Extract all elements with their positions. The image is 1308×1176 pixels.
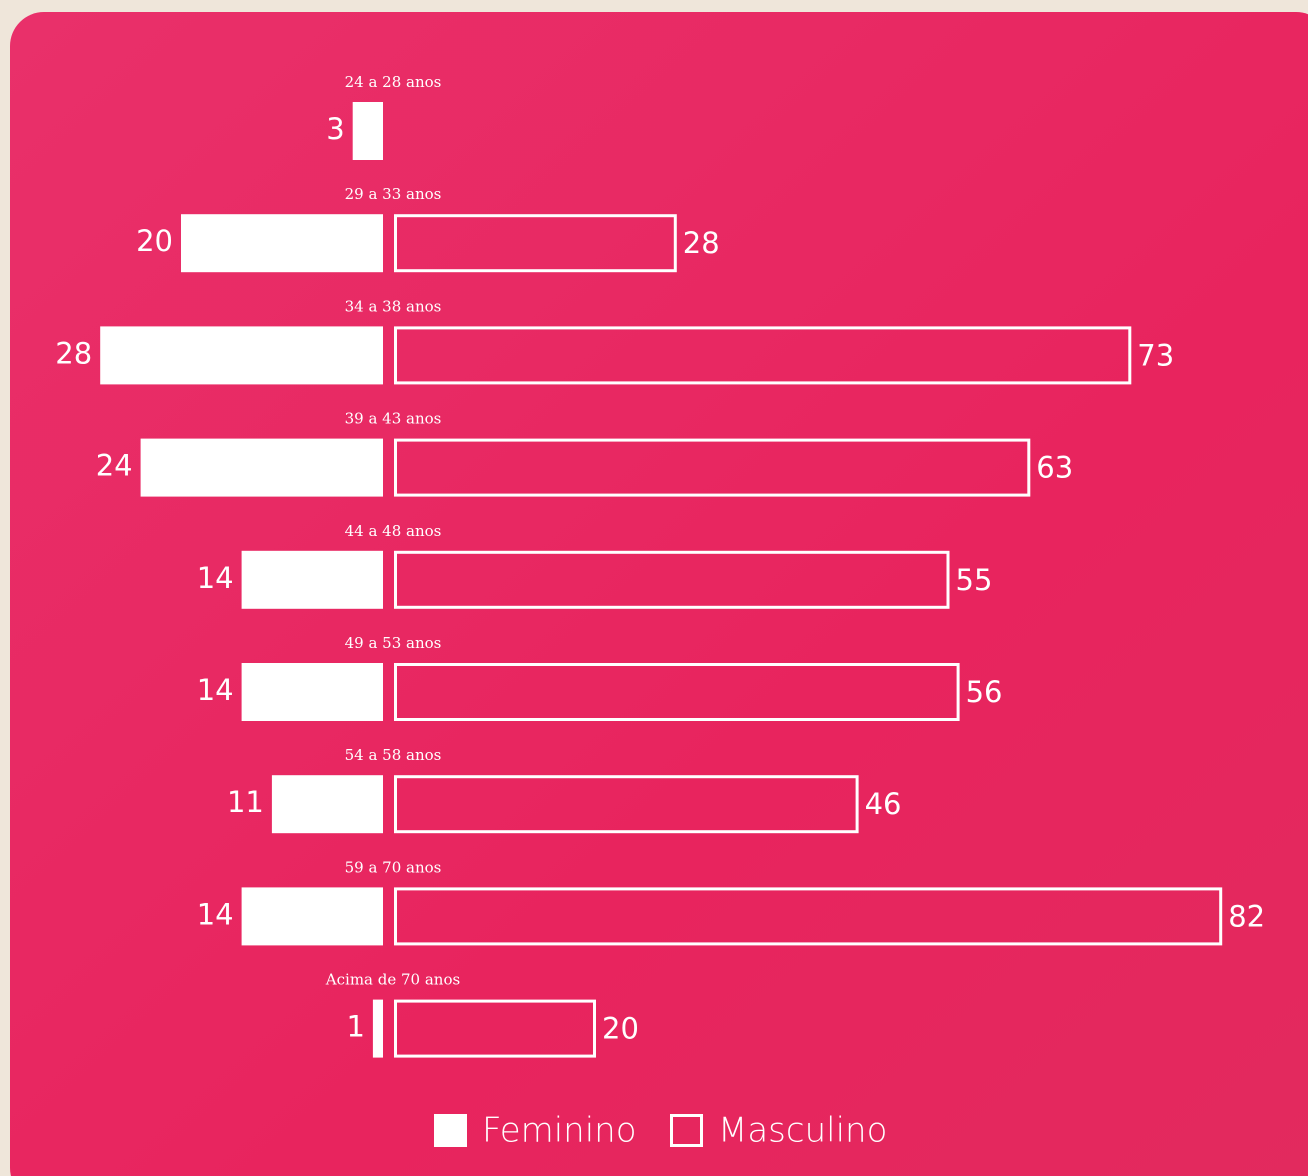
value-label: 14 — [197, 897, 234, 931]
bar — [394, 214, 677, 273]
category-label: 44 a 48 anos — [345, 522, 442, 540]
bar — [394, 887, 1223, 946]
value-label: 82 — [1228, 899, 1265, 933]
value-label: 28 — [55, 336, 92, 370]
bar — [241, 550, 383, 609]
category-label: 34 a 38 anos — [345, 297, 442, 315]
bar — [181, 214, 383, 273]
bar — [271, 775, 383, 834]
category-label: 54 a 58 anos — [345, 746, 442, 764]
category-label: Acima de 70 anos — [325, 971, 460, 989]
card — [10, 12, 1308, 1176]
legend-swatch — [670, 1114, 703, 1147]
value-label: 11 — [227, 785, 264, 819]
value-label: 20 — [136, 224, 173, 258]
bar — [394, 775, 859, 834]
category-label: 29 a 33 anos — [345, 185, 442, 203]
value-label: 1 — [346, 1010, 364, 1044]
category-label: 39 a 43 anos — [345, 410, 442, 428]
bar — [394, 326, 1132, 385]
value-label: 28 — [683, 226, 720, 260]
category-label: 24 a 28 anos — [345, 73, 442, 91]
value-label: 24 — [96, 449, 133, 483]
bar — [140, 438, 383, 497]
value-label: 46 — [865, 787, 902, 821]
bar — [241, 887, 383, 946]
value-label: 3 — [326, 112, 344, 146]
legend-label: Masculino — [718, 1111, 887, 1151]
bar — [394, 438, 1031, 497]
value-label: 20 — [602, 1012, 639, 1046]
value-label: 14 — [197, 673, 234, 707]
value-label: 14 — [197, 561, 234, 595]
category-label: 49 a 53 anos — [345, 634, 442, 652]
value-label: 63 — [1036, 451, 1073, 485]
bar — [394, 999, 596, 1058]
bar — [352, 102, 383, 160]
legend-swatch — [434, 1114, 467, 1147]
bar — [100, 326, 383, 385]
bar — [394, 663, 960, 721]
value-label: 55 — [956, 563, 993, 597]
legend-label: Feminino — [482, 1111, 637, 1151]
bar — [394, 550, 950, 609]
value-label: 73 — [1137, 338, 1174, 372]
bar — [241, 663, 383, 721]
bar — [372, 999, 383, 1058]
category-label: 59 a 70 anos — [345, 858, 442, 876]
value-label: 56 — [966, 675, 1003, 709]
